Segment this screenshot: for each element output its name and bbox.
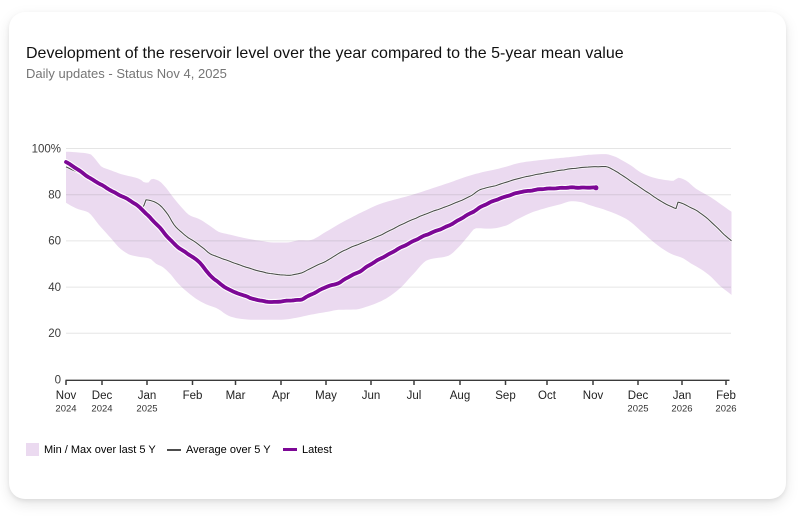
- svg-text:Jan: Jan: [673, 390, 692, 402]
- svg-text:Nov: Nov: [583, 390, 604, 402]
- svg-text:20: 20: [48, 328, 61, 340]
- svg-text:Feb: Feb: [183, 390, 203, 402]
- svg-text:2026: 2026: [671, 404, 692, 415]
- svg-text:Jun: Jun: [362, 390, 381, 402]
- svg-text:May: May: [315, 390, 337, 402]
- svg-text:100%: 100%: [32, 143, 61, 155]
- svg-text:Sep: Sep: [495, 390, 515, 402]
- svg-text:Apr: Apr: [272, 390, 290, 402]
- svg-text:80: 80: [48, 190, 61, 202]
- svg-text:Aug: Aug: [450, 390, 470, 402]
- svg-text:Dec: Dec: [628, 390, 649, 402]
- svg-text:2025: 2025: [627, 404, 648, 415]
- svg-text:40: 40: [48, 282, 61, 294]
- svg-text:Mar: Mar: [226, 390, 246, 402]
- svg-text:2026: 2026: [715, 404, 736, 415]
- svg-text:2025: 2025: [136, 404, 157, 415]
- svg-text:0: 0: [55, 374, 61, 386]
- svg-text:Feb: Feb: [716, 390, 736, 402]
- svg-text:Jul: Jul: [407, 390, 422, 402]
- svg-text:Oct: Oct: [538, 390, 557, 402]
- svg-text:Dec: Dec: [92, 390, 113, 402]
- svg-text:Nov: Nov: [56, 390, 77, 402]
- svg-text:60: 60: [48, 236, 61, 248]
- svg-text:Jan: Jan: [138, 390, 157, 402]
- svg-text:2024: 2024: [91, 404, 112, 415]
- svg-text:2024: 2024: [55, 404, 76, 415]
